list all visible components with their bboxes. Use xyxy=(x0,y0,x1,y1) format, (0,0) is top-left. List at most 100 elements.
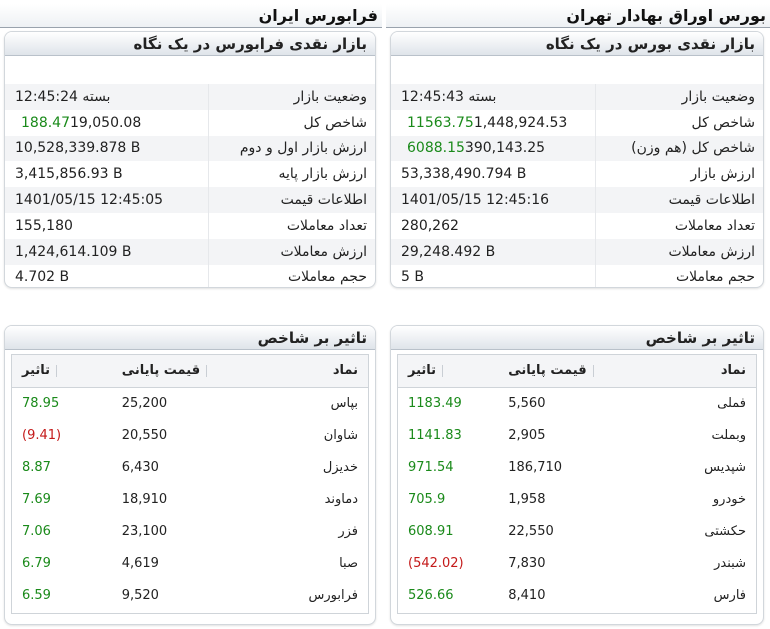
summary-label: ارزش معاملات xyxy=(208,238,375,265)
column-header-effect-label: تاثیر xyxy=(22,363,51,379)
farabourse-impact-panel: تاثیر بر شاخص نماد قیمت پایانی تاثیر بپاس 25… xyxy=(4,325,376,625)
tse-summary-title: بازار نقدی بورس در یک نگاه xyxy=(391,32,763,56)
summary-label: شاخص کل xyxy=(303,114,367,131)
summary-row: وضعیت بازار بسته 12:45:24 xyxy=(5,84,375,110)
table-row[interactable]: شپدیس 186,710 971.54 xyxy=(398,451,756,483)
summary-row: اطلاعات قیمت 1401/05/15 12:45:16 xyxy=(391,187,763,213)
summary-label: وضعیت بازار xyxy=(208,84,375,110)
symbol-cell[interactable]: بپاس xyxy=(330,395,358,411)
symbol-cell[interactable]: وبملت xyxy=(711,427,746,443)
summary-label: وضعیت بازار xyxy=(595,84,763,110)
symbol-cell[interactable]: شپدیس xyxy=(704,459,746,475)
table-row[interactable]: فزر 23,100 7.06 xyxy=(12,515,368,547)
table-row[interactable]: فملی 5,560 1183.49 xyxy=(398,387,756,419)
column-header-effect-label: تاثیر xyxy=(408,363,437,379)
symbol-cell[interactable]: فرابورس xyxy=(308,588,358,604)
summary-value-cell: 155,180 xyxy=(5,212,209,239)
summary-label: اطلاعات قیمت xyxy=(208,187,375,213)
summary-row: ارزش بازار 53,338,490.794 B xyxy=(391,161,763,188)
symbol-cell[interactable]: دماوند xyxy=(324,491,358,507)
summary-value-cell: 4.702 B xyxy=(5,264,209,287)
symbol-cell[interactable]: خودرو xyxy=(712,491,746,507)
summary-value: 1401/05/15 12:45:16 xyxy=(401,192,550,209)
symbol-cell[interactable]: حکشتی xyxy=(704,523,746,539)
summary-row: ارزش بازار اول و دوم 10,528,339.878 B xyxy=(5,135,375,162)
price-cell: 9,520 xyxy=(121,588,159,604)
table-row[interactable]: خدیزل 6,430 8.87 xyxy=(12,451,368,483)
symbol-cell[interactable]: فزر xyxy=(338,523,358,539)
effect-cell: 608.91 xyxy=(408,523,454,539)
column-separator xyxy=(442,364,444,377)
tse-impact-title: تاثیر بر شاخص xyxy=(391,326,763,350)
symbol-cell[interactable]: شاوان xyxy=(323,427,358,443)
summary-label: ارزش بازار xyxy=(690,166,755,183)
summary-value-cell: 5 B xyxy=(391,264,597,287)
summary-row: حجم معاملات 4.702 B xyxy=(5,264,375,287)
symbol-cell[interactable]: فارس xyxy=(713,588,746,604)
symbol-cell[interactable]: خدیزل xyxy=(322,459,358,475)
summary-value: بسته 12:45:43 xyxy=(401,88,497,105)
table-row[interactable]: فرابورس 9,520 6.59 xyxy=(12,580,368,612)
column-header-effect[interactable]: تاثیر xyxy=(398,355,499,388)
summary-value-cell: 1401/05/15 12:45:05 xyxy=(5,187,209,213)
farabourse-summary-table: وضعیت بازار بسته 12:45:24 شاخص کل 188.4719,… xyxy=(5,84,375,287)
summary-value: 19,050.08 xyxy=(70,114,142,131)
symbol-cell[interactable]: شبندر xyxy=(714,556,746,572)
effect-cell: 705.9 xyxy=(408,491,446,507)
column-header-effect[interactable]: تاثیر xyxy=(12,355,112,388)
column-header-price-label: قیمت پایانی xyxy=(508,363,587,379)
effect-cell: 1183.49 xyxy=(408,395,462,411)
column-header-symbol[interactable]: نماد xyxy=(619,355,756,388)
effect-cell: 7.69 xyxy=(22,491,51,507)
table-row[interactable]: خودرو 1,958 705.9 xyxy=(398,483,756,515)
summary-value-cell: 280,262 xyxy=(391,212,597,239)
table-row[interactable]: دماوند 18,910 7.69 xyxy=(12,483,368,515)
price-cell: 186,710 xyxy=(508,459,563,475)
price-cell: 8,410 xyxy=(508,588,546,604)
summary-row: ارزش معاملات 29,248.492 B xyxy=(391,238,763,265)
column-separator xyxy=(592,364,594,377)
summary-value-cell: 188.4719,050.08 xyxy=(5,109,209,136)
price-cell: 2,905 xyxy=(508,427,546,443)
table-row[interactable]: شبندر 7,830 (542.02) xyxy=(398,547,756,579)
summary-value-cell: 1401/05/15 12:45:16 xyxy=(391,187,597,213)
farabourse-column: فرابورس ایران بازار نقدی فرابورس در یک ن… xyxy=(0,0,382,629)
table-row[interactable]: حکشتی 22,550 608.91 xyxy=(398,515,756,547)
symbol-cell[interactable]: فملی xyxy=(717,395,746,411)
column-header-price-label: قیمت پایانی xyxy=(121,363,201,379)
impact-header-row: نماد قیمت پایانی تاثیر xyxy=(398,355,756,388)
summary-label: شاخص کل xyxy=(691,114,755,131)
farabourse-impact-title: تاثیر بر شاخص xyxy=(5,326,375,350)
table-row[interactable]: وبملت 2,905 1141.83 xyxy=(398,419,756,451)
price-cell: 6,430 xyxy=(121,459,159,475)
summary-row: تعداد معاملات 280,262 xyxy=(391,212,763,239)
summary-row: ارزش معاملات 1,424,614.109 B xyxy=(5,238,375,265)
effect-cell: (9.41) xyxy=(22,427,62,443)
farabourse-summary-panel: بازار نقدی فرابورس در یک نگاه وضعیت بازا… xyxy=(4,31,376,288)
tse-column: بورس اوراق بهادار تهران بازار نقدی بورس … xyxy=(386,0,770,629)
column-separator xyxy=(56,364,58,377)
summary-row: وضعیت بازار بسته 12:45:43 xyxy=(391,84,763,110)
table-row[interactable]: شاوان 20,550 (9.41) xyxy=(12,419,368,451)
column-header-price[interactable]: قیمت پایانی xyxy=(111,355,233,388)
table-row[interactable]: فارس 8,410 526.66 xyxy=(398,580,756,612)
farabourse-header: فرابورس ایران xyxy=(0,4,382,28)
summary-value-cell: 3,415,856.93 B xyxy=(5,161,209,188)
summary-label: ارزش بازار اول و دوم xyxy=(208,135,375,162)
summary-value: 5 B xyxy=(401,269,424,286)
column-header-symbol[interactable]: نماد xyxy=(232,355,368,388)
summary-label: تعداد معاملات xyxy=(286,217,367,234)
summary-label: ارزش بازار پایه xyxy=(278,166,367,183)
table-row[interactable]: بپاس 25,200 78.95 xyxy=(12,387,368,419)
summary-value: 10,528,339.878 B xyxy=(15,140,141,157)
effect-cell: 6.59 xyxy=(22,588,51,604)
farabourse-impact-table: نماد قیمت پایانی تاثیر بپاس 25,200 78.95 شاوان… xyxy=(12,355,368,612)
table-row[interactable]: صبا 4,619 6.79 xyxy=(12,547,368,579)
symbol-cell[interactable]: صبا xyxy=(339,556,358,572)
summary-label: حجم معاملات xyxy=(675,269,755,286)
summary-label: حجم معاملات xyxy=(287,269,367,286)
summary-value-cell: 1,424,614.109 B xyxy=(5,238,209,265)
price-cell: 5,560 xyxy=(508,395,546,411)
summary-value-cell: بسته 12:45:43 xyxy=(391,84,597,110)
column-header-price[interactable]: قیمت پایانی xyxy=(498,355,620,388)
